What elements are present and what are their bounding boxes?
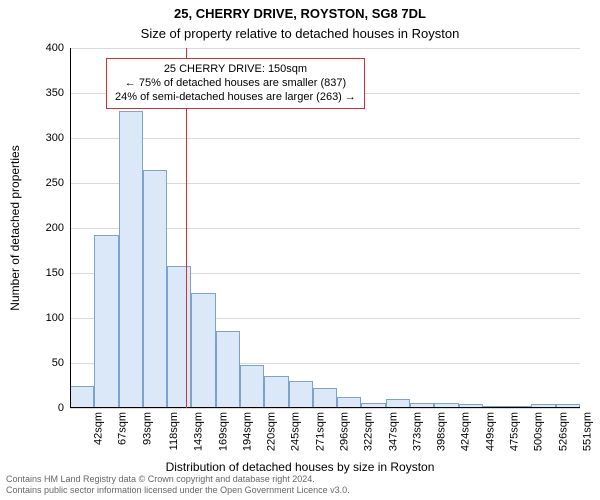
histogram-bar xyxy=(70,386,94,408)
y-tick-label: 200 xyxy=(46,222,64,234)
histogram-bar xyxy=(216,331,240,408)
x-axis-label: Distribution of detached houses by size … xyxy=(0,460,600,474)
x-tick-label: 347sqm xyxy=(387,412,399,451)
y-tick-label: 350 xyxy=(46,87,64,99)
x-tick-label: 398sqm xyxy=(436,412,448,451)
x-tick-label: 143sqm xyxy=(193,412,205,451)
x-tick-label: 322sqm xyxy=(363,412,375,451)
y-tick-label: 100 xyxy=(46,312,64,324)
x-tick-label: 551sqm xyxy=(581,412,593,451)
annotation-line: 25 CHERRY DRIVE: 150sqm xyxy=(115,63,356,77)
chart-title-sub: Size of property relative to detached ho… xyxy=(0,26,600,41)
x-tick-label: 67sqm xyxy=(117,412,129,445)
footer-attribution: Contains HM Land Registry data © Crown c… xyxy=(6,474,350,496)
gridline xyxy=(70,138,580,139)
y-tick-label: 50 xyxy=(52,357,64,369)
histogram-bar xyxy=(264,376,288,408)
x-tick-label: 245sqm xyxy=(290,412,302,451)
footer-line-1: Contains HM Land Registry data © Crown c… xyxy=(6,474,350,485)
x-tick-label: 42sqm xyxy=(93,412,105,445)
x-tick-label: 296sqm xyxy=(339,412,351,451)
chart-title-main: 25, CHERRY DRIVE, ROYSTON, SG8 7DL xyxy=(0,6,600,21)
x-tick-label: 118sqm xyxy=(168,412,180,450)
annotation-box: 25 CHERRY DRIVE: 150sqm← 75% of detached… xyxy=(106,58,365,109)
y-tick-label: 0 xyxy=(58,402,64,414)
x-tick-label: 500sqm xyxy=(533,412,545,451)
x-tick-label: 475sqm xyxy=(509,412,521,451)
gridline xyxy=(70,48,580,49)
histogram-bar xyxy=(240,365,264,408)
y-axis-line xyxy=(70,48,71,408)
chart-container: 25, CHERRY DRIVE, ROYSTON, SG8 7DL Size … xyxy=(0,0,600,500)
gridline xyxy=(70,408,580,409)
y-tick-label: 150 xyxy=(46,267,64,279)
y-axis-label: Number of detached properties xyxy=(8,145,22,310)
y-tick-label: 300 xyxy=(46,132,64,144)
histogram-bar xyxy=(119,111,143,408)
annotation-line: ← 75% of detached houses are smaller (83… xyxy=(115,77,356,91)
histogram-bar xyxy=(313,388,337,408)
histogram-bar xyxy=(94,235,118,408)
histogram-bar xyxy=(289,381,313,408)
x-tick-label: 271sqm xyxy=(314,412,326,451)
histogram-bar xyxy=(191,293,215,408)
y-tick-label: 250 xyxy=(46,177,64,189)
x-tick-label: 424sqm xyxy=(460,412,472,451)
y-tick-label: 400 xyxy=(46,42,64,54)
x-tick-label: 449sqm xyxy=(484,412,496,451)
histogram-bar xyxy=(167,266,191,408)
x-tick-label: 526sqm xyxy=(557,412,569,451)
x-tick-label: 194sqm xyxy=(241,412,253,451)
x-tick-label: 220sqm xyxy=(266,412,278,451)
x-axis-line xyxy=(70,407,580,408)
footer-line-2: Contains public sector information licen… xyxy=(6,485,350,496)
x-tick-label: 93sqm xyxy=(141,412,153,445)
x-tick-label: 373sqm xyxy=(411,412,423,451)
annotation-line: 24% of semi-detached houses are larger (… xyxy=(115,91,356,105)
x-tick-label: 169sqm xyxy=(217,412,229,451)
plot-area: 05010015020025030035040042sqm67sqm93sqm1… xyxy=(70,48,580,408)
histogram-bar xyxy=(143,170,167,409)
